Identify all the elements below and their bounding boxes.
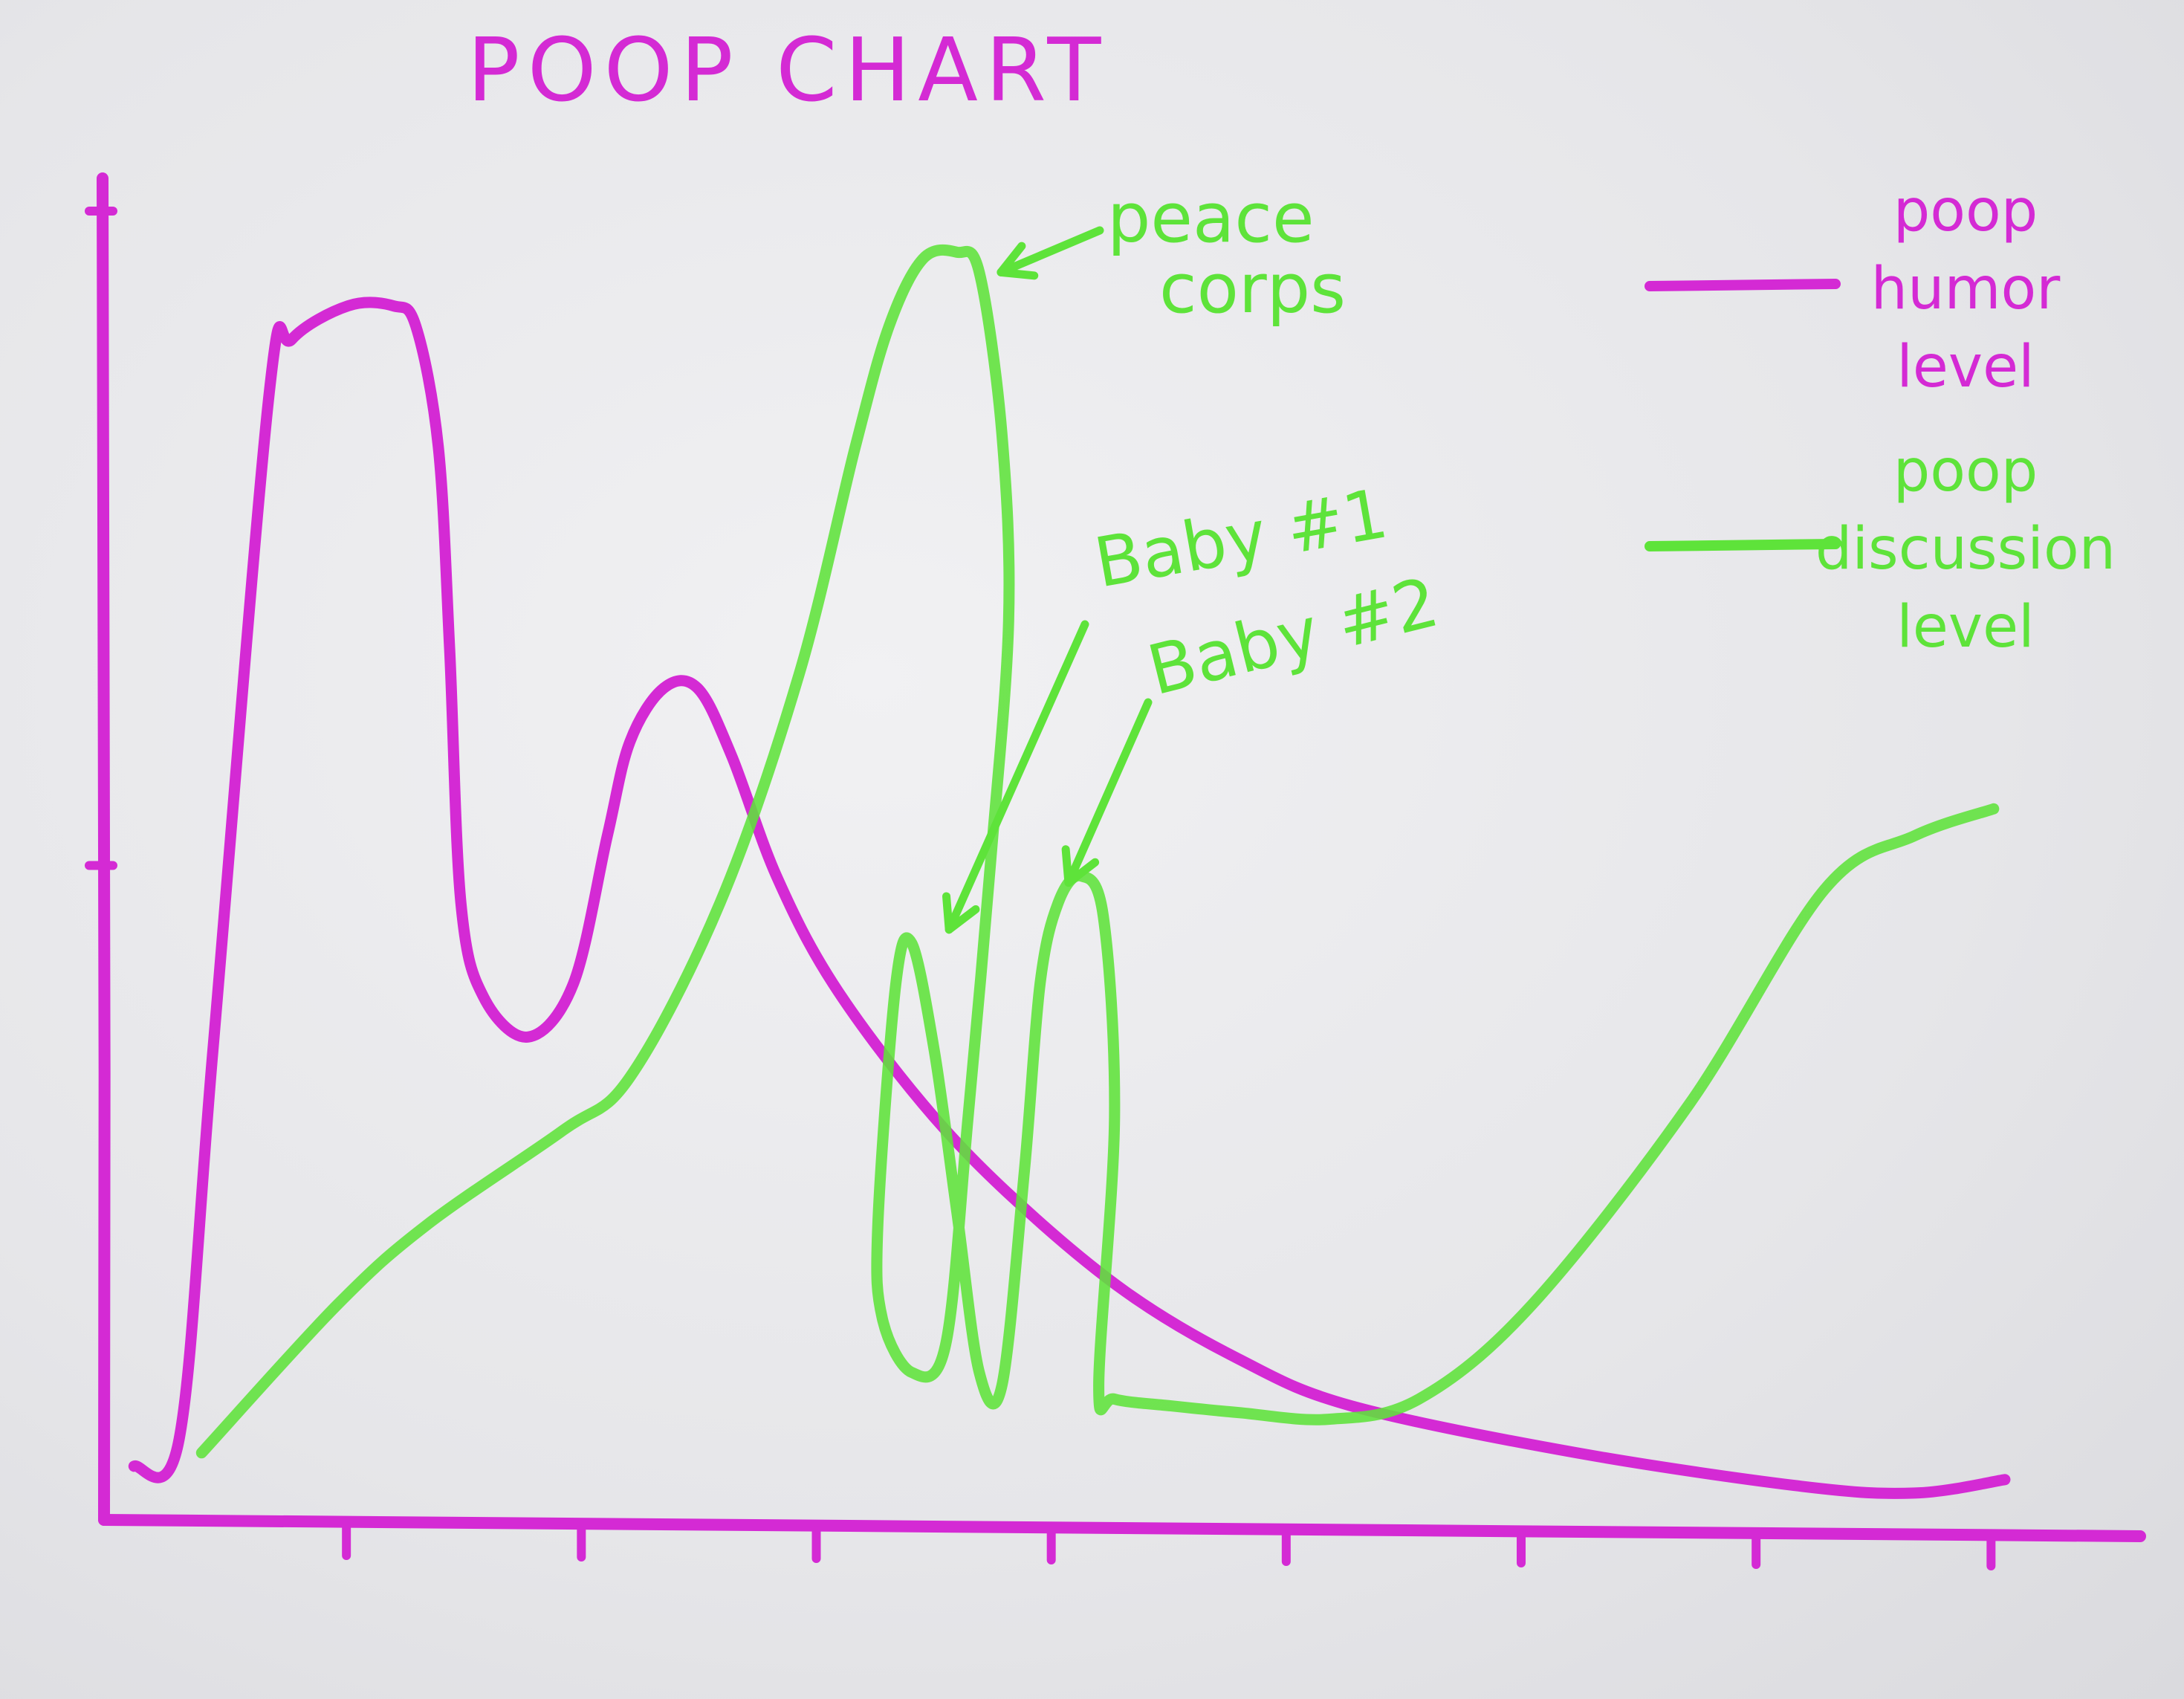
annotation-arrowhead [942,892,980,934]
legend-swatch [1645,279,1841,291]
annotation-arrow [944,620,1089,934]
annotation-arrowhead [1061,845,1100,887]
annotation-text: corps [1159,249,1346,329]
y-axis-line [97,172,111,1526]
legend-swatch [1645,539,1841,551]
x-axis-line [98,1514,2146,1542]
annotation-arrow [997,226,1104,276]
series-line-poop-discussion-level [195,244,2000,1459]
chart-title: POOP CHART [467,19,1109,121]
legend-label: level [1896,334,2034,401]
axes [85,172,2146,1570]
series-layer [128,244,2011,1499]
legend-label: poop [1893,178,2038,245]
annotation-arrowhead [997,242,1039,280]
annotation-arrow [1064,698,1153,887]
legend-label: poop [1893,438,2038,505]
legend-label: humor [1871,256,2061,323]
legend-label: discussion [1815,516,2116,583]
annotation-text: peace [1107,178,1315,258]
legend-label: level [1896,594,2034,661]
series-line-poop-humor-level [128,297,2011,1499]
legend: poop humor level poop discussion level [1645,178,2116,661]
